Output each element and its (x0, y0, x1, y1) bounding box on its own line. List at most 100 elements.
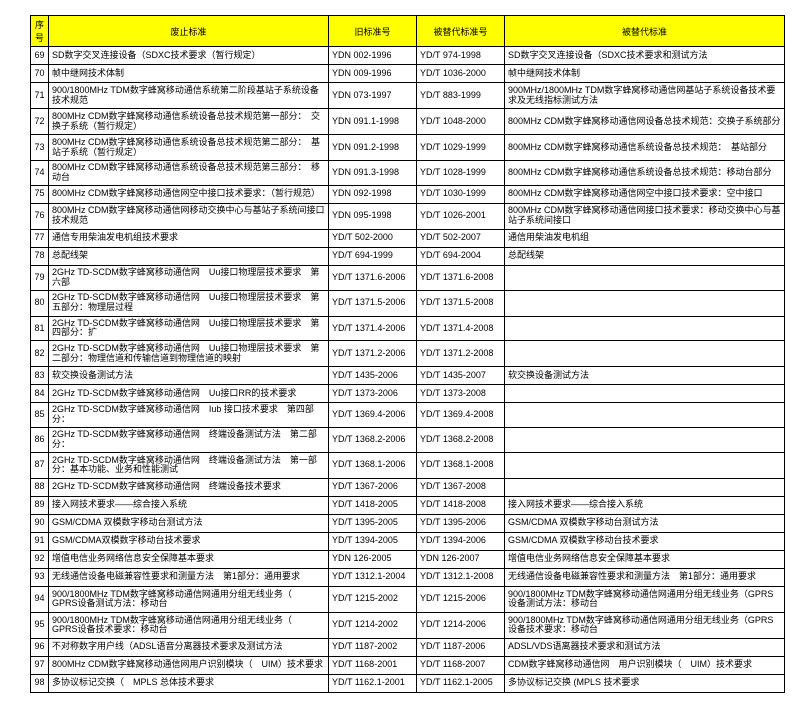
cell: 77 (31, 229, 49, 247)
cell (505, 478, 785, 496)
col-header-4: 被替代标准 (505, 16, 785, 47)
cell: 800MHz CDM数字蜂窝移动通信系统设备总技术规范第一部分： 交换子系统（暂… (49, 109, 329, 135)
col-header-0: 序号 (31, 16, 49, 47)
cell: 85 (31, 403, 49, 428)
cell: 2GHz TD-SCDM数字蜂窝移动通信网 Uu接口物理层技术要求 第五部分：物… (49, 290, 329, 316)
standards-table: 序号废止标准旧标准号被替代标准号被替代标准 69SD数字交叉连接设备（SDXC技… (30, 15, 785, 693)
cell: YD/T 1214-2006 (417, 612, 505, 638)
cell: 帧中继网技术体制 (49, 65, 329, 83)
cell: 80 (31, 290, 49, 316)
cell: YD/T 1371.4-2006 (329, 316, 417, 341)
cell: 800MHz CDM数字蜂窝移动通信网空中接口技术要求：空中接口 (505, 185, 785, 203)
cell: SD数字交叉连接设备（SDXC技术要求和测试方法 (505, 47, 785, 65)
cell: YDN 009-1996 (329, 65, 417, 83)
cell: 89 (31, 496, 49, 514)
cell: 软交换设备测试方法 (49, 367, 329, 385)
cell: YD/T 502-2000 (329, 229, 417, 247)
cell: 900/1800MHz TDM数字蜂窝移动通信网通用分组无线业务（ GPRS设备… (49, 612, 329, 638)
table-row: 89接入网技术要求——综合接入系统YD/T 1418-2005YD/T 1418… (31, 496, 785, 514)
cell: 900MHz/1800MHz TDM数字蜂窝移动通信网基站子系统设备技术要求及无… (505, 83, 785, 109)
cell: SD数字交叉连接设备（SDXC技术要求（暂行规定） (49, 47, 329, 65)
cell: 接入网技术要求——综合接入系统 (49, 496, 329, 514)
cell: YD/T 1215-2002 (329, 586, 417, 612)
cell: 2GHz TD-SCDM数字蜂窝移动通信网 Uu接口物理层技术要求 第六部 (49, 265, 329, 290)
cell: YDN 092-1998 (329, 185, 417, 203)
cell: YD/T 502-2007 (417, 229, 505, 247)
cell: YD/T 1435-2006 (329, 367, 417, 385)
cell: YD/T 1418-2005 (329, 496, 417, 514)
cell: 900/1800MHz TDM数字蜂窝移动通信网通用分组无线业务（ GPRS设备… (49, 586, 329, 612)
table-row: 83软交换设备测试方法YD/T 1435-2006YD/T 1435-2007软… (31, 367, 785, 385)
table-row: 802GHz TD-SCDM数字蜂窝移动通信网 Uu接口物理层技术要求 第五部分… (31, 290, 785, 316)
cell: 83 (31, 367, 49, 385)
cell: YD/T 1187-2002 (329, 638, 417, 656)
cell: 81 (31, 316, 49, 341)
cell: 95 (31, 612, 49, 638)
cell: 2GHz TD-SCDM数字蜂窝移动通信网 Iub 接口技术要求 第四部分： (49, 403, 329, 428)
cell: 98 (31, 674, 49, 692)
cell: 76 (31, 203, 49, 229)
table-row: 872GHz TD-SCDM数字蜂窝移动通信网 终端设备测试方法 第一部分：基本… (31, 452, 785, 478)
cell: YD/T 1368.2-2006 (329, 428, 417, 453)
cell (505, 428, 785, 453)
col-header-2: 旧标准号 (329, 16, 417, 47)
cell: YD/T 1371.5-2008 (417, 290, 505, 316)
cell: YD/T 1395-2005 (329, 514, 417, 532)
cell: 71 (31, 83, 49, 109)
cell: 82 (31, 341, 49, 367)
cell: YD/T 1369.4-2006 (329, 403, 417, 428)
cell: YD/T 1214-2002 (329, 612, 417, 638)
cell: 通信用柴油发电机组 (505, 229, 785, 247)
cell: 97 (31, 656, 49, 674)
cell: 73 (31, 135, 49, 161)
cell: YD/T 1368.1-2006 (329, 452, 417, 478)
cell: YDN 073-1997 (329, 83, 417, 109)
cell: 93 (31, 568, 49, 586)
cell: 不对称数字用户线（ADSL语音分离器技术要求及测试方法 (49, 638, 329, 656)
table-row: 852GHz TD-SCDM数字蜂窝移动通信网 Iub 接口技术要求 第四部分：… (31, 403, 785, 428)
cell: 多协议标记交换（ MPLS 总体技术要求 (49, 674, 329, 692)
cell: YDN 002-1996 (329, 47, 417, 65)
cell: YD/T 1395-2006 (417, 514, 505, 532)
cell (505, 290, 785, 316)
cell: YD/T 1394-2006 (417, 532, 505, 550)
cell: YD/T 1373-2008 (417, 385, 505, 403)
cell: YD/T 1312.1-2004 (329, 568, 417, 586)
cell: 800MHz CDM数字蜂窝移动通信网空中接口技术要求：（暂行规范） (49, 185, 329, 203)
cell: YD/T 1371.2-2008 (417, 341, 505, 367)
cell: YD/T 1371.6-2006 (329, 265, 417, 290)
cell: 79 (31, 265, 49, 290)
cell: YD/T 1371.2-2006 (329, 341, 417, 367)
cell (505, 385, 785, 403)
cell: 84 (31, 385, 49, 403)
cell: YD/T 1367-2008 (417, 478, 505, 496)
cell: 800MHz CDM数字蜂窝移动通信系统设备总技术规范： 基站部分 (505, 135, 785, 161)
table-body: 69SD数字交叉连接设备（SDXC技术要求（暂行规定）YDN 002-1996Y… (31, 47, 785, 693)
table-row: 91GSM/CDMA双模数字移动台技术要求YD/T 1394-2005YD/T … (31, 532, 785, 550)
cell: YD/T 1367-2006 (329, 478, 417, 496)
cell: 2GHz TD-SCDM数字蜂窝移动通信网 Uu接口RR的技术要求 (49, 385, 329, 403)
cell: 无线通信设备电磁兼容性要求和测量方法 第1部分：通用要求 (505, 568, 785, 586)
cell: YD/T 694-2004 (417, 247, 505, 265)
cell: YD/T 1030-1999 (417, 185, 505, 203)
cell: GSM/CDMA 双模数字移动台测试方法 (505, 514, 785, 532)
cell: 72 (31, 109, 49, 135)
cell: 96 (31, 638, 49, 656)
cell: YDN 091.1-1998 (329, 109, 417, 135)
cell (505, 341, 785, 367)
cell: 800MHz CDM数字蜂窝移动通信系统设备总技术规范第三部分： 移动台 (49, 161, 329, 186)
cell: 800MHz CDM数字蜂窝移动通信网接口技术要求：移动交换中心与基站子系统间接… (505, 203, 785, 229)
table-row: 76800MHz CDM数字蜂窝移动通信网移动交换中心与基站子系统间接口技术规范… (31, 203, 785, 229)
cell: YD/T 1369.4-2008 (417, 403, 505, 428)
cell: YD/T 1371.6-2008 (417, 265, 505, 290)
cell: 91 (31, 532, 49, 550)
cell: YD/T 1029-1999 (417, 135, 505, 161)
cell: 总配线架 (505, 247, 785, 265)
table-row: 862GHz TD-SCDM数字蜂窝移动通信网 终端设备测试方法 第二部分：YD… (31, 428, 785, 453)
cell: 86 (31, 428, 49, 453)
cell: 2GHz TD-SCDM数字蜂窝移动通信网 Uu接口物理层技术要求 第二部分：物… (49, 341, 329, 367)
cell: 软交换设备测试方法 (505, 367, 785, 385)
cell: YD/T 1026-2001 (417, 203, 505, 229)
cell: GSM/CDMA 双模数字移动台技术要求 (505, 532, 785, 550)
cell (505, 403, 785, 428)
